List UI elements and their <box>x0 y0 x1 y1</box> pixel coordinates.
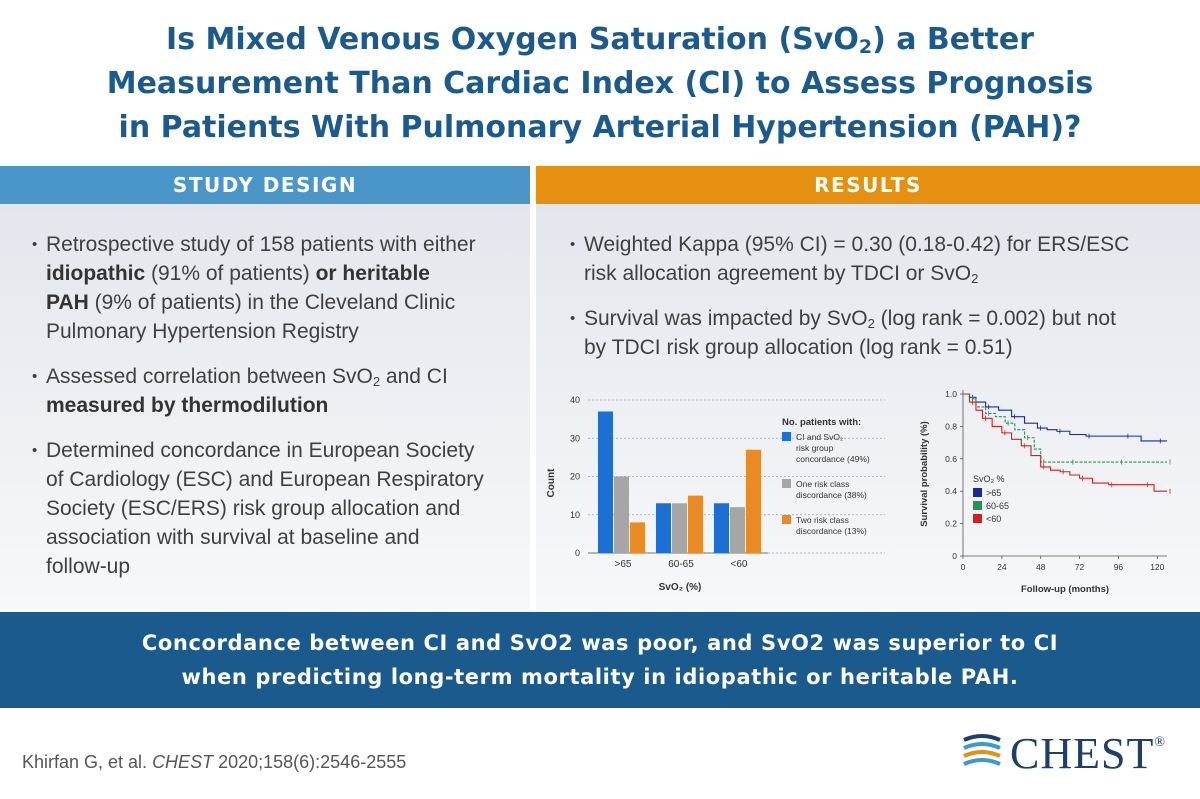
km-x-tick: 120 <box>1150 562 1164 572</box>
bar-chart-y-tick: 40 <box>570 395 580 405</box>
km-x-tick: 96 <box>1114 562 1124 572</box>
bar-chart-bar <box>730 507 745 553</box>
bar-chart-bar <box>672 503 687 553</box>
km-legend-swatch <box>973 514 982 523</box>
bar-chart-legend-label: One risk class <box>796 479 849 489</box>
results-bullet: Survival was impacted by SvO2 (log rank … <box>570 304 1184 362</box>
km-legend-title: SvO₂ % <box>973 474 1005 484</box>
chest-logo-mark-icon <box>963 734 1001 766</box>
bar-chart-bar <box>614 476 629 553</box>
conclusion-line-2: when predicting long-term mortality in i… <box>181 665 1019 689</box>
title-line-2: Measurement Than Cardiac Index (CI) to A… <box>106 66 1094 101</box>
bar-chart-legend-swatch <box>782 432 791 441</box>
results-header: RESULTS <box>536 166 1200 204</box>
bar-chart-bar <box>656 503 671 553</box>
title-line-3: in Patients With Pulmonary Arterial Hype… <box>118 110 1082 145</box>
bar-chart-bar <box>598 411 613 553</box>
km-x-tick: 48 <box>1036 562 1046 572</box>
study-design-list: Retrospective study of 158 patients with… <box>32 230 516 597</box>
survival-chart: 0 0.2 0.4 0.6 0.8 1.0 0 24 48 72 96 120 Survival pro… <box>919 389 1171 595</box>
km-legend-swatch <box>973 501 982 510</box>
km-y-tick: 0.6 <box>945 454 957 464</box>
bar-chart-y-tick: 10 <box>570 510 580 520</box>
km-legend-swatch <box>973 488 982 497</box>
bar-chart-y-tick: 0 <box>575 548 580 558</box>
bar-chart-x-label: SvO₂ (%) <box>659 582 702 593</box>
title-line-1: Is Mixed Venous Oxygen Saturation (SvO2)… <box>166 22 1034 58</box>
km-y-tick: 0.2 <box>945 519 957 529</box>
km-legend-label: >65 <box>986 488 1001 498</box>
bar-chart-legend-swatch <box>782 479 791 488</box>
bar-chart-legend-swatch <box>782 515 791 524</box>
bar-chart-legend-label: risk group <box>796 443 834 453</box>
conclusion-line-1: Concordance between CI and SvO2 was poor… <box>141 631 1059 655</box>
results-bullet: Weighted Kappa (95% CI) = 0.30 (0.18-0.4… <box>570 230 1184 288</box>
bar-chart-bar <box>746 449 761 553</box>
km-y-tick: 0.8 <box>945 421 957 431</box>
km-survival-line <box>963 393 1167 492</box>
bar-chart-legend-label: CI and SvO₂ <box>796 432 843 442</box>
km-survival-line <box>963 393 1167 442</box>
study-design-bullet: Determined concordance in European Socie… <box>32 436 516 581</box>
bar-chart-y-tick: 20 <box>570 472 580 482</box>
bar-chart-x-tick: 60-65 <box>668 559 694 570</box>
bar-chart-y-tick: 30 <box>570 433 580 443</box>
page-title: Is Mixed Venous Oxygen Saturation (SvO2)… <box>0 18 1200 150</box>
study-design-bullet: Retrospective study of 158 patients with… <box>32 230 516 346</box>
bar-chart-legend-label: Two risk class <box>796 515 849 525</box>
bar-chart-x-tick: <60 <box>731 559 748 570</box>
bar-chart-legend-title: No. patients with: <box>782 417 861 428</box>
km-x-tick: 24 <box>997 562 1007 572</box>
bar-chart-bar <box>714 503 729 553</box>
bar-chart-legend-label: concordance (49%) <box>796 454 870 464</box>
bar-chart-bar <box>630 522 645 553</box>
bar-chart-y-label: Count <box>546 468 557 498</box>
km-x-tick: 72 <box>1075 562 1085 572</box>
bar-chart-x-tick: >65 <box>615 559 632 570</box>
km-y-tick: 0 <box>952 551 957 561</box>
study-design-header: STUDY DESIGN <box>0 166 530 204</box>
study-design-bullet: Assessed correlation between SvO2 and CI… <box>32 362 516 420</box>
km-legend-label: 60-65 <box>986 501 1009 511</box>
km-legend-label: <60 <box>986 514 1001 524</box>
km-y-tick: 0.4 <box>945 486 957 496</box>
bar-chart-legend-label: discordance (38%) <box>796 490 867 500</box>
results-list: Weighted Kappa (95% CI) = 0.30 (0.18-0.4… <box>570 230 1184 378</box>
bar-chart: 0 10 20 30 40 >65 60-65 <60 Count SvO₂ (%) No. pat… <box>546 395 885 593</box>
conclusion-banner: Concordance between CI and SvO2 was poor… <box>0 612 1200 708</box>
km-y-label: Survival probability (%) <box>919 421 930 527</box>
citation: Khirfan G, et al. CHEST 2020;158(6):2546… <box>22 752 407 772</box>
km-survival-line <box>963 393 1167 463</box>
bar-chart-bar <box>688 495 703 553</box>
bar-chart-legend-label: discordance (13%) <box>796 526 867 536</box>
km-x-label: Follow-up (months) <box>1021 584 1109 595</box>
km-x-tick: 0 <box>961 562 966 572</box>
km-y-tick: 1.0 <box>945 389 957 399</box>
chest-logo-text: CHEST® <box>1010 729 1166 778</box>
